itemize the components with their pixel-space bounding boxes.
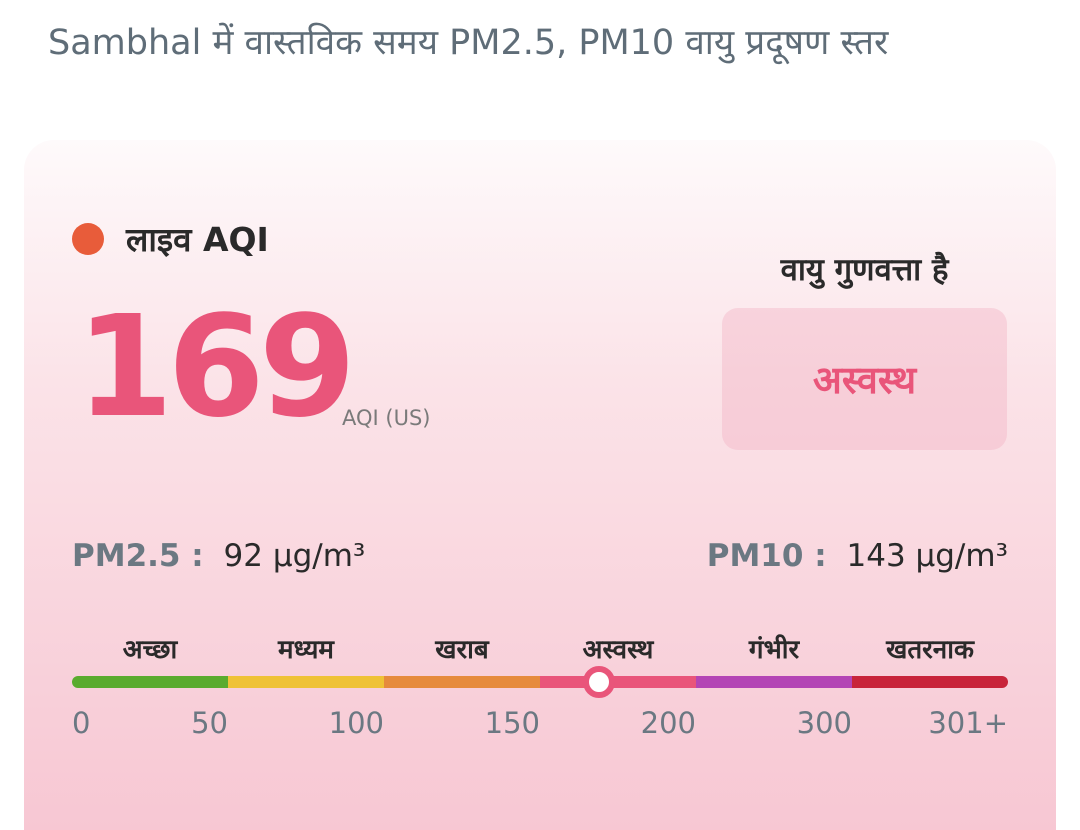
- scale-category-label: अस्वस्थ: [582, 635, 654, 665]
- scale-segment: [852, 676, 1008, 688]
- pm25-value: 92 µg/m³: [223, 538, 366, 574]
- pm10-reading: PM10 : 143 µg/m³: [707, 538, 1008, 574]
- scale-tick-label: 50: [191, 706, 228, 740]
- pm25-label: PM2.5 :: [72, 538, 204, 574]
- scale-segment: [540, 676, 696, 688]
- page-title: Sambhal में वास्तविक समय PM2.5, PM10 वाय…: [48, 23, 889, 63]
- live-dot-icon: [72, 222, 104, 255]
- quality-status-badge: अस्वस्थ: [722, 308, 1007, 450]
- scale-segment: [384, 676, 540, 688]
- scale-tick-label: 300: [796, 706, 852, 740]
- scale-category-label: अच्छा: [122, 635, 178, 665]
- pm25-reading: PM2.5 : 92 µg/m³: [72, 538, 365, 574]
- pm10-label: PM10 :: [706, 538, 827, 574]
- scale-tick-label: 301+: [928, 706, 1008, 740]
- scale-segment: [72, 676, 228, 688]
- scale-segment: [696, 676, 852, 688]
- scale-tick-label: 100: [328, 706, 384, 740]
- scale-category-label: खतरनाक: [886, 635, 974, 665]
- quality-heading: वायु गुणवत्ता है: [780, 252, 949, 288]
- quality-status: अस्वस्थ: [812, 358, 917, 402]
- aqi-scale-marker: [583, 666, 616, 698]
- aqi-unit: AQI (US): [342, 406, 431, 430]
- scale-tick-label: 0: [72, 706, 91, 740]
- live-aqi-label: लाइव AQI: [126, 220, 269, 259]
- scale-category-label: मध्यम: [278, 635, 334, 665]
- scale-segment: [228, 676, 384, 688]
- scale-tick-label: 200: [640, 706, 696, 740]
- pm10-value: 143 µg/m³: [846, 538, 1009, 574]
- aqi-card: लाइव AQI 169 AQI (US) वायु गुणवत्ता है अ…: [24, 140, 1056, 830]
- aqi-value: 169: [76, 286, 356, 449]
- scale-category-label: गंभीर: [748, 635, 800, 665]
- scale-bar: [72, 676, 1008, 688]
- scale-category-label: खराब: [435, 635, 489, 665]
- live-indicator: लाइव AQI: [72, 216, 269, 261]
- scale-tick-label: 150: [484, 706, 540, 740]
